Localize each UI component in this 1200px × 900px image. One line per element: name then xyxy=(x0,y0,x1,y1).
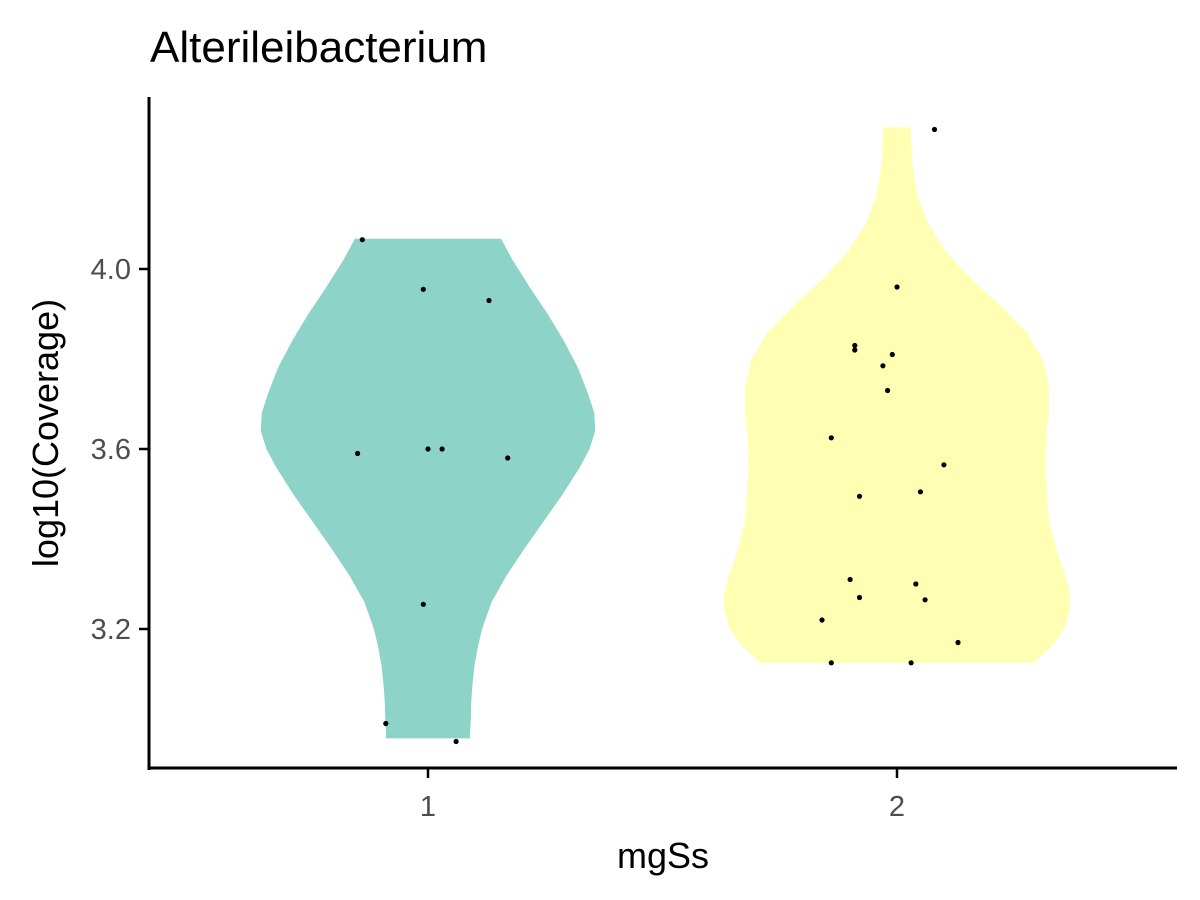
y-axis-ticks: 3.2 3.6 4.0 xyxy=(91,254,149,646)
points-layer xyxy=(355,126,961,745)
x-tick-label: 2 xyxy=(889,791,905,823)
x-axis-title: mgSs xyxy=(617,835,709,876)
data-point-1-8 xyxy=(420,601,426,607)
data-point-1-3 xyxy=(486,297,492,304)
data-point-1-2 xyxy=(420,286,426,292)
chart-title: Alterileibacterium xyxy=(150,23,487,72)
data-point-2-8 xyxy=(828,435,834,441)
data-point-2-2 xyxy=(894,284,900,290)
data-point-1-4 xyxy=(355,450,361,457)
data-point-2-11 xyxy=(856,493,863,499)
data-point-1-7 xyxy=(505,455,511,461)
data-point-1-5 xyxy=(425,446,431,452)
y-tick-label: 3.6 xyxy=(91,434,131,466)
data-point-2-9 xyxy=(941,462,947,468)
data-point-2-10 xyxy=(917,489,924,495)
data-point-2-16 xyxy=(819,617,825,623)
data-point-2-18 xyxy=(828,660,834,666)
data-point-2-3 xyxy=(852,342,858,349)
data-point-2-19 xyxy=(908,660,914,666)
data-point-2-5 xyxy=(889,351,895,358)
y-tick-label: 4.0 xyxy=(91,254,131,286)
data-point-1-6 xyxy=(439,446,445,452)
violin-layer xyxy=(260,127,1070,739)
data-point-2-13 xyxy=(913,581,919,587)
data-point-2-17 xyxy=(955,639,961,646)
data-point-1-1 xyxy=(359,237,365,243)
data-point-2-7 xyxy=(885,387,891,394)
violin-2 xyxy=(724,127,1070,663)
data-point-2-1 xyxy=(931,126,938,133)
data-point-2-15 xyxy=(922,597,928,603)
x-tick-label: 1 xyxy=(420,791,436,823)
data-point-1-9 xyxy=(383,720,389,727)
data-point-2-12 xyxy=(847,576,853,583)
violin-1 xyxy=(260,238,596,739)
y-axis-title: log10(Coverage) xyxy=(25,299,66,567)
data-point-2-6 xyxy=(880,363,886,369)
data-point-1-10 xyxy=(453,738,459,745)
data-point-2-14 xyxy=(856,594,863,601)
y-tick-label: 3.2 xyxy=(91,614,131,646)
data-point-2-4 xyxy=(852,347,858,353)
